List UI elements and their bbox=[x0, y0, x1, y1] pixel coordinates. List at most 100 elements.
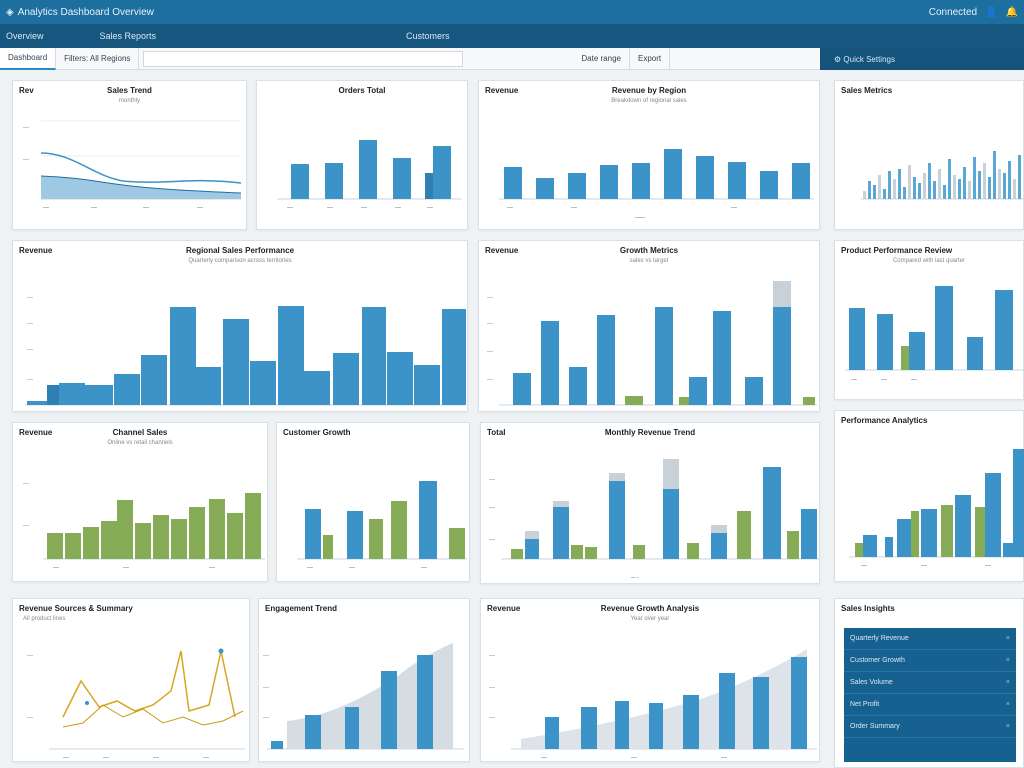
close-icon[interactable]: × bbox=[1005, 635, 1010, 642]
panel-revenue-growth: Revenue Revenue Growth Analysis Year ove… bbox=[480, 598, 820, 762]
chart-bar bbox=[898, 169, 901, 199]
chart-bar bbox=[908, 165, 911, 199]
panel-subtitle: Breakdown of regional sales bbox=[611, 98, 687, 104]
svg-text:---: --- bbox=[263, 653, 269, 659]
list-item[interactable]: Sales Volume × bbox=[844, 672, 1016, 694]
toolbar: Dashboard Filters: All Regions Date rang… bbox=[0, 47, 1024, 70]
panel-sales-metrics: Sales Metrics bbox=[834, 80, 1024, 230]
svg-text:---: --- bbox=[571, 205, 577, 211]
svg-text:---: --- bbox=[23, 481, 29, 487]
title-bar: ◈ Analytics Dashboard Overview Connected… bbox=[0, 0, 1024, 24]
chart-bar bbox=[933, 181, 936, 199]
tab-filters[interactable]: Filters: All Regions bbox=[56, 47, 140, 70]
close-icon[interactable]: × bbox=[1005, 723, 1010, 730]
bar-chart: --- --- --- --- bbox=[487, 281, 817, 406]
bell-icon[interactable]: 🔔 bbox=[1005, 6, 1018, 18]
search-input[interactable] bbox=[143, 50, 464, 67]
chart-bar bbox=[993, 151, 996, 199]
svg-text:---: --- bbox=[911, 377, 917, 383]
chart-bar bbox=[968, 181, 971, 199]
chart-bar bbox=[913, 177, 916, 199]
svg-text:---: --- bbox=[489, 537, 495, 543]
panel-label: Revenue bbox=[19, 246, 53, 255]
svg-text:---: --- bbox=[153, 755, 159, 761]
chart-bar bbox=[928, 163, 931, 199]
chart-bar bbox=[873, 185, 876, 199]
list-item[interactable]: Customer Growth × bbox=[844, 650, 1016, 672]
panel-sales-trend: Rev Sales Trend monthly --- --- --- --- … bbox=[12, 80, 247, 230]
svg-text:---: --- bbox=[27, 377, 33, 383]
area-bar-chart: --- --- --- bbox=[263, 643, 464, 750]
tab-date-range[interactable]: Date range bbox=[573, 47, 630, 70]
svg-text:---: --- bbox=[197, 205, 203, 211]
panel-title: Customer Growth bbox=[283, 428, 351, 437]
panel-title: Engagement Trend bbox=[265, 604, 338, 613]
settings-icon: ⚙ bbox=[834, 54, 844, 64]
chart-bar bbox=[1018, 155, 1021, 199]
chart-bar bbox=[1008, 161, 1011, 199]
svg-text:---: --- bbox=[27, 295, 33, 301]
panel-revenue-by-region: Revenue Revenue by Region Breakdown of r… bbox=[478, 80, 820, 230]
svg-text:---: --- bbox=[985, 563, 991, 569]
svg-text:---: --- bbox=[489, 715, 495, 721]
menu-item-customers[interactable]: Customers bbox=[406, 31, 450, 41]
panel-title: Revenue Growth Analysis bbox=[600, 604, 700, 613]
list-item[interactable]: Net Profit × bbox=[844, 694, 1016, 716]
panel-growth-metrics: Revenue Growth Metrics sales vs target -… bbox=[478, 240, 820, 412]
svg-text:---: --- bbox=[631, 755, 637, 761]
chart-bar bbox=[948, 159, 951, 199]
svg-text:---: --- bbox=[489, 505, 495, 511]
svg-text:---: --- bbox=[27, 715, 33, 721]
user-icon[interactable]: 👤 bbox=[985, 6, 998, 18]
chart-bar bbox=[878, 175, 881, 199]
svg-text:---: --- bbox=[327, 205, 333, 211]
svg-text:---: --- bbox=[489, 685, 495, 691]
svg-text:---: --- bbox=[287, 205, 293, 211]
app-title: Analytics Dashboard Overview bbox=[17, 6, 154, 18]
close-icon[interactable]: × bbox=[1005, 657, 1010, 664]
menu-item-sales-reports[interactable]: Sales Reports bbox=[99, 31, 157, 41]
quick-settings-label: Quick Settings bbox=[843, 54, 895, 64]
panel-title: Monthly Revenue Trend bbox=[604, 428, 696, 437]
list-item[interactable]: Order Summary × bbox=[844, 716, 1016, 738]
close-icon[interactable]: × bbox=[1005, 701, 1010, 708]
line-chart: --- --- --- --- --- --- bbox=[27, 648, 245, 761]
area-bar-chart: --- --- --- --- --- --- bbox=[489, 649, 817, 761]
svg-text:---: --- bbox=[427, 205, 433, 211]
tab-export[interactable]: Export bbox=[630, 47, 671, 70]
list-item[interactable]: Quarterly Revenue × bbox=[844, 628, 1016, 650]
svg-text:---: --- bbox=[487, 377, 493, 383]
panel-label: Total bbox=[487, 428, 506, 437]
menu-item-overview[interactable]: Overview bbox=[6, 31, 44, 41]
bar-chart: --- --- --- bbox=[297, 481, 467, 571]
summary-list: Quarterly Revenue × Customer Growth × Sale… bbox=[844, 628, 1016, 762]
panel-title: Revenue by Region bbox=[611, 86, 687, 95]
panel-product-performance: Product Performance Review Compared with… bbox=[834, 240, 1024, 400]
bar-chart: --- --- --- bbox=[849, 449, 1024, 569]
svg-text:---: --- bbox=[263, 685, 269, 691]
panel-title: Performance Analytics bbox=[841, 416, 928, 425]
svg-text:---: --- bbox=[349, 565, 355, 571]
panel-customer-growth: Customer Growth --- --- --- bbox=[276, 422, 470, 582]
bar-chart: --- --- --- bbox=[845, 286, 1024, 383]
quick-settings[interactable]: ⚙ Quick Settings bbox=[820, 48, 1024, 70]
svg-text:---: --- bbox=[23, 157, 29, 163]
panel-title: Channel Sales bbox=[112, 428, 168, 437]
panel-orders-total: Orders Total --- --- --- --- --- bbox=[256, 80, 468, 230]
svg-text:---: --- bbox=[123, 565, 129, 571]
chart-bar bbox=[943, 185, 946, 199]
panel-subtitle: Online vs retail channels bbox=[107, 440, 173, 446]
chart-bar bbox=[868, 181, 871, 199]
svg-text:---: --- bbox=[507, 205, 513, 211]
tab-dashboard[interactable]: Dashboard bbox=[0, 47, 57, 70]
chart-bar bbox=[958, 179, 961, 199]
panel-title: Orders Total bbox=[338, 86, 386, 95]
svg-text:---: --- bbox=[143, 205, 149, 211]
chart-bar bbox=[883, 189, 886, 199]
svg-text:-----: ----- bbox=[635, 215, 645, 221]
menu-bar: Overview Sales Reports Customers bbox=[0, 24, 1024, 48]
close-icon[interactable]: × bbox=[1005, 679, 1010, 686]
svg-text:---: --- bbox=[27, 321, 33, 327]
svg-text:---: --- bbox=[851, 377, 857, 383]
svg-text:---: --- bbox=[209, 565, 215, 571]
